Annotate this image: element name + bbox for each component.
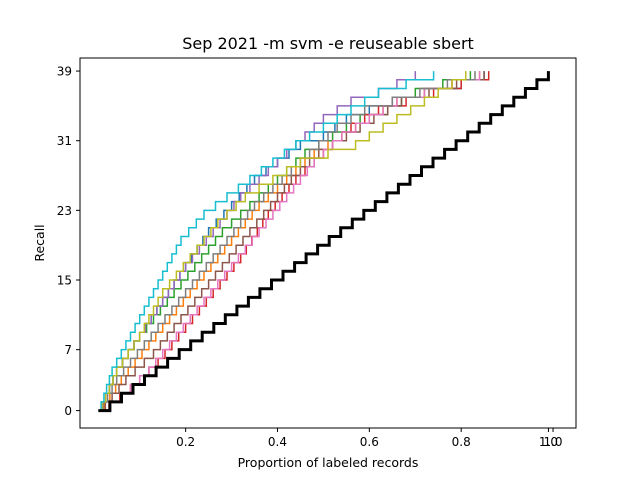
y-axis: 0 7 15 23 31 39 (57, 65, 80, 418)
x-axis: 0.2 0.4 0.6 0.8 1.01.0 (176, 428, 563, 449)
x-tick-label: 0.2 (176, 435, 195, 449)
y-tick-label: 15 (57, 274, 72, 288)
recall-curve-6 (98, 71, 485, 412)
x-tick-label: 1.0 (543, 435, 562, 449)
y-axis-label: Recall (32, 224, 47, 261)
baseline-layer (98, 71, 550, 413)
x-axis-label: Proportion of labeled records (238, 455, 419, 470)
recall-curve-7 (98, 71, 481, 412)
series-layer (98, 71, 490, 412)
y-tick-label: 23 (57, 204, 72, 218)
random-baseline-curve (98, 71, 550, 413)
x-tick-label: 1.0 (539, 435, 558, 449)
chart-title: Sep 2021 -m svm -e reuseable sbert (182, 34, 474, 53)
y-tick-label: 39 (57, 65, 72, 79)
y-tick-label: 0 (64, 404, 72, 418)
recall-curve-9 (98, 71, 467, 412)
plot-frame (79, 57, 577, 429)
recall-curve-8 (98, 71, 476, 412)
x-tick-label: 0.4 (268, 435, 287, 449)
recall-curve-10 (98, 71, 435, 412)
recall-curve-4 (98, 71, 490, 412)
y-tick-label: 31 (57, 134, 72, 148)
recall-curve-3 (98, 71, 472, 412)
y-tick-label: 7 (64, 343, 72, 357)
recall-curve-5 (98, 71, 417, 412)
x-tick-label: 0.8 (452, 435, 471, 449)
x-tick-label: 0.6 (360, 435, 379, 449)
